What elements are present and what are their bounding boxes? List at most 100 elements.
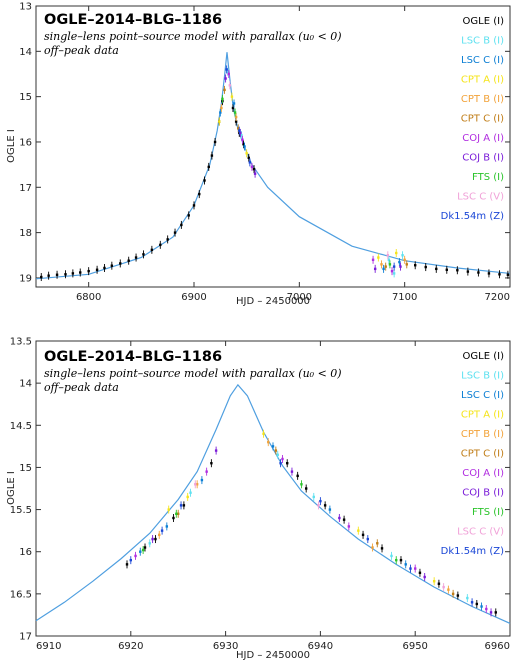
data-point: [323, 504, 327, 507]
data-point: [456, 594, 460, 597]
x-tick-label: 6920: [118, 641, 143, 652]
data-point: [237, 127, 240, 130]
data-point: [376, 542, 379, 545]
data-point: [134, 256, 138, 259]
y-tick-label: 14.5: [10, 421, 32, 432]
legend-entry: CPT C (I): [461, 449, 504, 460]
data-point: [274, 449, 278, 452]
data-point: [139, 550, 142, 553]
data-point: [224, 77, 227, 80]
data-point: [366, 537, 369, 541]
data-point: [172, 516, 175, 520]
data-point: [290, 470, 294, 473]
data-point: [160, 529, 164, 532]
data-point: [489, 611, 493, 614]
data-point: [240, 133, 243, 137]
data-point: [148, 542, 151, 545]
data-point: [231, 106, 235, 110]
data-point: [219, 111, 222, 114]
data-point: [247, 156, 250, 160]
data-point: [142, 253, 145, 256]
data-point: [141, 548, 145, 552]
legend-entry: COJ B (I): [462, 153, 504, 164]
data-point: [423, 575, 426, 579]
legend-entry: FTS (I): [472, 507, 504, 518]
data-point: [279, 462, 282, 465]
data-point: [245, 152, 248, 155]
data-point: [129, 558, 132, 562]
data-point: [167, 508, 170, 511]
legend-entry: LSC C (V): [457, 527, 504, 538]
data-point: [221, 97, 224, 101]
data-point: [442, 585, 445, 589]
legend-entry: LSC C (V): [457, 192, 504, 203]
data-point: [357, 529, 360, 532]
data-point: [480, 605, 483, 608]
data-point: [165, 525, 169, 528]
data-point: [271, 445, 275, 448]
data-point: [243, 145, 246, 148]
data-point: [226, 70, 229, 73]
axis-ticks: 6800 6900 7000 7100 7200 13 14 15 16 17 18 19: [19, 2, 511, 303]
data-point: [55, 273, 59, 276]
data-point: [485, 607, 488, 611]
data-point: [399, 265, 402, 268]
data-point: [304, 487, 308, 490]
legend-entry: COJ B (I): [462, 488, 504, 499]
data-point: [276, 453, 279, 456]
data-point: [143, 546, 147, 549]
data-point: [210, 154, 214, 157]
data-point: [401, 254, 404, 257]
data-point: [390, 269, 394, 273]
data-point: [286, 462, 289, 465]
x-tick-label: 6950: [402, 641, 427, 652]
data-point: [456, 269, 459, 272]
data-point: [158, 533, 161, 537]
model-curve: [35, 383, 511, 624]
chart-title: OGLE–2014–BLG–1186: [44, 349, 222, 365]
data-point: [373, 267, 377, 271]
data-point: [220, 106, 223, 110]
data-point: [262, 432, 265, 435]
legend-entry: LSC B (I): [461, 36, 504, 47]
data-point: [466, 270, 470, 273]
data-point: [79, 271, 82, 274]
legend-entry: CPT A (I): [461, 75, 504, 86]
data-point: [195, 483, 199, 486]
data-point: [127, 259, 130, 262]
data-point: [189, 491, 192, 494]
y-tick-label: 15: [19, 463, 32, 474]
data-point: [384, 265, 387, 268]
y-tick-label: 19: [19, 273, 32, 284]
data-point: [218, 120, 221, 123]
x-tick-label: 6940: [308, 641, 333, 652]
data-point: [214, 449, 218, 452]
data-point: [200, 478, 204, 482]
data-point: [506, 273, 510, 276]
data-point: [267, 440, 270, 444]
y-tick-label: 17: [19, 632, 32, 643]
data-point: [404, 563, 407, 566]
x-tick-label: 6800: [76, 292, 101, 303]
y-axis-label: OGLE I: [6, 471, 17, 505]
data-point: [414, 264, 417, 267]
data-point: [451, 592, 455, 596]
data-point: [95, 268, 99, 271]
chart-panel-bottom: OGLE–2014–BLG–1186 single–lens point–sou…: [6, 337, 511, 661]
chart-subtitle-line2: off–peak data: [44, 44, 119, 57]
data-point: [487, 272, 491, 275]
data-point: [312, 495, 315, 499]
data-point: [186, 495, 189, 499]
data-point: [361, 533, 365, 537]
data-point: [390, 554, 393, 558]
data-point: [64, 273, 67, 276]
data-point: [319, 499, 322, 503]
y-tick-label: 14: [19, 379, 32, 390]
chart-title: OGLE–2014–BLG–1186: [44, 12, 222, 28]
legend-entry: COJ A (I): [462, 133, 504, 144]
x-axis-label: HJD – 2450000: [236, 650, 310, 661]
y-tick-label: 17: [19, 183, 32, 194]
data-point: [180, 223, 183, 227]
y-tick-label: 16.5: [10, 589, 32, 600]
data-point: [40, 275, 43, 279]
